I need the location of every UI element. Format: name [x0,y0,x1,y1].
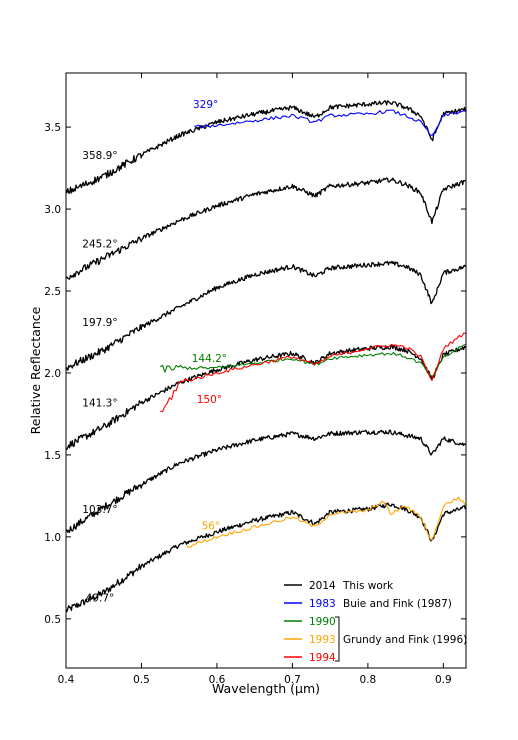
x-tick-label: 0.6 [209,674,226,686]
y-tick-label: 1.5 [44,450,61,462]
legend-year: 1990 [309,616,336,628]
y-tick-label: 2.5 [44,286,61,298]
x-tick-label: 0.4 [58,674,75,686]
x-tick-label: 0.8 [360,674,377,686]
plot-frame [65,72,467,669]
series-label: 103.7° [82,504,117,516]
series-layer [65,100,467,613]
series-label: 141.3° [82,397,117,409]
series-line-1993 [186,496,466,549]
y-tick-label: 3.5 [44,122,61,134]
x-tick-label: 0.5 [133,674,150,686]
x-axis-label: Wavelength (μm) [212,681,320,696]
legend-year: 1983 [309,598,336,610]
series-label: 56° [202,520,221,532]
y-tick-label: 1.0 [44,532,61,544]
series-line-2014 [65,429,466,533]
y-tick-label: 0.5 [44,614,61,626]
legend-label: Buie and Fink (1987) [343,598,452,610]
series-line-2014 [65,502,467,613]
series-line-2014 [65,100,467,194]
y-tick-label: 3.0 [44,204,61,216]
series-label: 197.9° [82,317,117,329]
y-axis-label: Relative Reflectance [28,306,43,434]
legend-year: 1993 [309,634,336,646]
series-label: 150° [197,394,222,406]
legend-label: This work [342,580,394,592]
series-line-2014 [65,344,466,451]
series-line-2014 [65,260,466,371]
series-label: 144.2° [192,353,227,365]
x-tick-label: 0.7 [284,674,301,686]
series-line-1994 [160,332,467,413]
series-label: 245.2° [82,238,117,250]
legend: 2014 This work 1983 Buie and Fink (1987) 199… [284,580,467,664]
series-line-1983 [194,109,467,136]
x-tick-label: 0.9 [435,674,452,686]
series-labels: 49.7° 103.7° 141.3° 197.9° 245.2° 358.9° 329° 1… [82,99,227,604]
axis-ticks: 0.4 0.5 0.6 0.7 0.8 0.9 0.5 1.0 1.5 2.0 2.5 3.0 3.5 [44,73,466,686]
series-label: 49.7° [86,593,115,605]
legend-year: 2014 [309,580,336,592]
legend-group-label: Grundy and Fink (1996) [343,634,467,646]
y-tick-label: 2.0 [44,368,61,380]
series-line-2014 [65,177,466,280]
legend-bracket [335,616,340,662]
legend-year: 1994 [309,652,336,664]
series-label: 329° [193,99,218,111]
series-label: 358.9° [82,150,117,162]
